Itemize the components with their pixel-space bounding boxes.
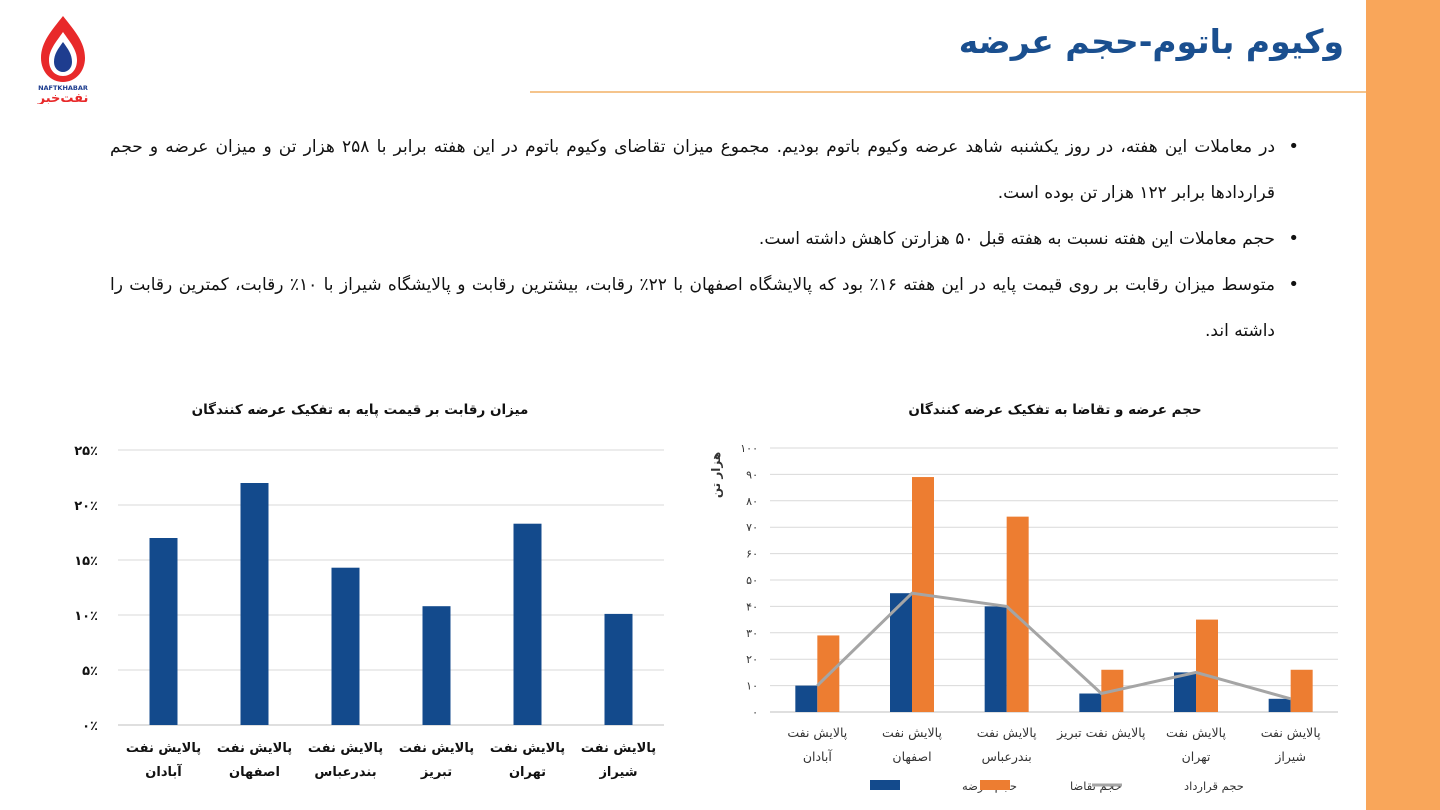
bar (331, 567, 360, 725)
supply-bar (1079, 693, 1102, 712)
title-divider (530, 91, 1366, 93)
supply-bar (984, 606, 1007, 712)
demand-bar (1196, 619, 1218, 712)
x-tick-label: پالایش نفت (1261, 725, 1321, 741)
x-tick-label: پالایش نفت (581, 741, 656, 756)
y-tick-label: ۹۰ (746, 468, 758, 481)
svg-text:NAFTKHABAR: NAFTKHABAR (38, 84, 88, 92)
supply-bar (1268, 698, 1291, 712)
y-tick-label: ۴۰ (746, 600, 758, 613)
x-tick-label: پالایش نفت تبریز (1056, 725, 1146, 741)
y-tick-label: ۵٪ (82, 664, 98, 679)
bar (604, 613, 633, 725)
y-axis-label: هزار تن (709, 452, 723, 498)
x-tick-label: تهران (1182, 749, 1211, 765)
legend-label-contract: حجم قرارداد (1184, 779, 1244, 794)
demand-bar (1006, 516, 1029, 712)
y-tick-label: ۵۰ (746, 574, 758, 587)
x-tick-label: بندرعباس (982, 749, 1032, 765)
naftkhabar-logo: NAFTKHABAR نفت‌خبر (28, 12, 98, 106)
x-tick-label: بندرعباس (314, 765, 376, 780)
y-tick-label: ۳۰ (746, 627, 758, 640)
legend-swatch-demand (980, 780, 1010, 790)
bar (513, 523, 542, 725)
y-tick-label: ۱۰٪ (74, 609, 98, 624)
y-tick-label: ۲۰ (746, 653, 758, 666)
x-tick-label: پالایش نفت (882, 725, 942, 741)
competition-chart-title: میزان رقابت بر قیمت پایه به تفکیک عرضه ک… (191, 402, 529, 418)
svg-text:نفت‌خبر: نفت‌خبر (37, 91, 89, 104)
y-tick-label: ۲۵٪ (74, 444, 98, 459)
y-tick-label: ۷۰ (746, 521, 758, 534)
legend-swatch-supply (870, 780, 900, 790)
x-tick-label: پالایش نفت (1166, 725, 1226, 741)
competition-chart: ۰٪ ۵٪ ۱۰٪ ۱۵٪ ۲۰٪ ۲۵٪ پالایش نفت آبادان پالایش ن… (74, 444, 664, 780)
x-tick-label: پالایش نفت (490, 741, 565, 756)
bullet-item: حجم معاملات این هفته نسبت به هفته قبل ۵۰… (110, 216, 1305, 262)
x-tick-label: تهران (509, 765, 546, 780)
side-accent-band (1366, 0, 1440, 810)
supply-bar (1174, 672, 1196, 712)
supply-demand-chart: ۰ ۱۰ ۲۰ ۳۰ ۴۰ ۵۰ ۶۰ ۷۰ ۸۰ ۹۰ ۱۰۰ هزار تن پالایش نفت آ… (709, 442, 1338, 794)
x-tick-label: شیراز (1274, 749, 1306, 765)
x-tick-label: پالایش نفت (126, 741, 201, 756)
y-tick-label: ۰٪ (82, 719, 98, 734)
x-tick-label: پالایش نفت (308, 741, 383, 756)
demand-bar (1290, 669, 1313, 712)
x-tick-label: پالایش نفت (977, 725, 1037, 741)
bullet-item: متوسط میزان رقابت بر روی قیمت پایه در ای… (110, 262, 1305, 354)
y-tick-label: ۶۰ (746, 548, 758, 561)
x-tick-label: تبریز (420, 765, 452, 780)
supply-bar (890, 593, 912, 712)
summary-bullets: در معاملات این هفته، در روز یکشنبه شاهد … (110, 124, 1305, 354)
page-title: وکیوم باتوم-حجم عرضه (958, 22, 1344, 61)
bar (422, 606, 451, 725)
y-tick-label: ۱۵٪ (74, 554, 98, 569)
bar (240, 483, 269, 725)
y-tick-label: ۰ (752, 706, 758, 719)
supply-bar (795, 685, 818, 712)
y-tick-label: ۱۰ (746, 680, 758, 693)
supply-demand-chart-title: حجم عرضه و تقاضا به تفکیک عرضه کنندگان (908, 402, 1202, 418)
x-tick-label: پالایش نفت (217, 741, 292, 756)
x-tick-label: اصفهان (892, 749, 931, 765)
y-tick-label: ۱۰۰ (740, 442, 758, 455)
x-tick-label: آبادان (803, 749, 833, 764)
contract-line (816, 591, 1292, 701)
x-tick-label: اصفهان (229, 765, 280, 780)
y-tick-label: ۸۰ (746, 495, 758, 508)
y-tick-label: ۲۰٪ (74, 499, 98, 514)
x-tick-label: پالایش نفت (399, 741, 474, 756)
x-tick-label: آبادان (145, 763, 182, 780)
x-tick-label: شیراز (598, 765, 637, 780)
bar (149, 538, 178, 725)
bullet-item: در معاملات این هفته، در روز یکشنبه شاهد … (110, 124, 1305, 216)
x-tick-label: پالایش نفت (787, 725, 847, 741)
